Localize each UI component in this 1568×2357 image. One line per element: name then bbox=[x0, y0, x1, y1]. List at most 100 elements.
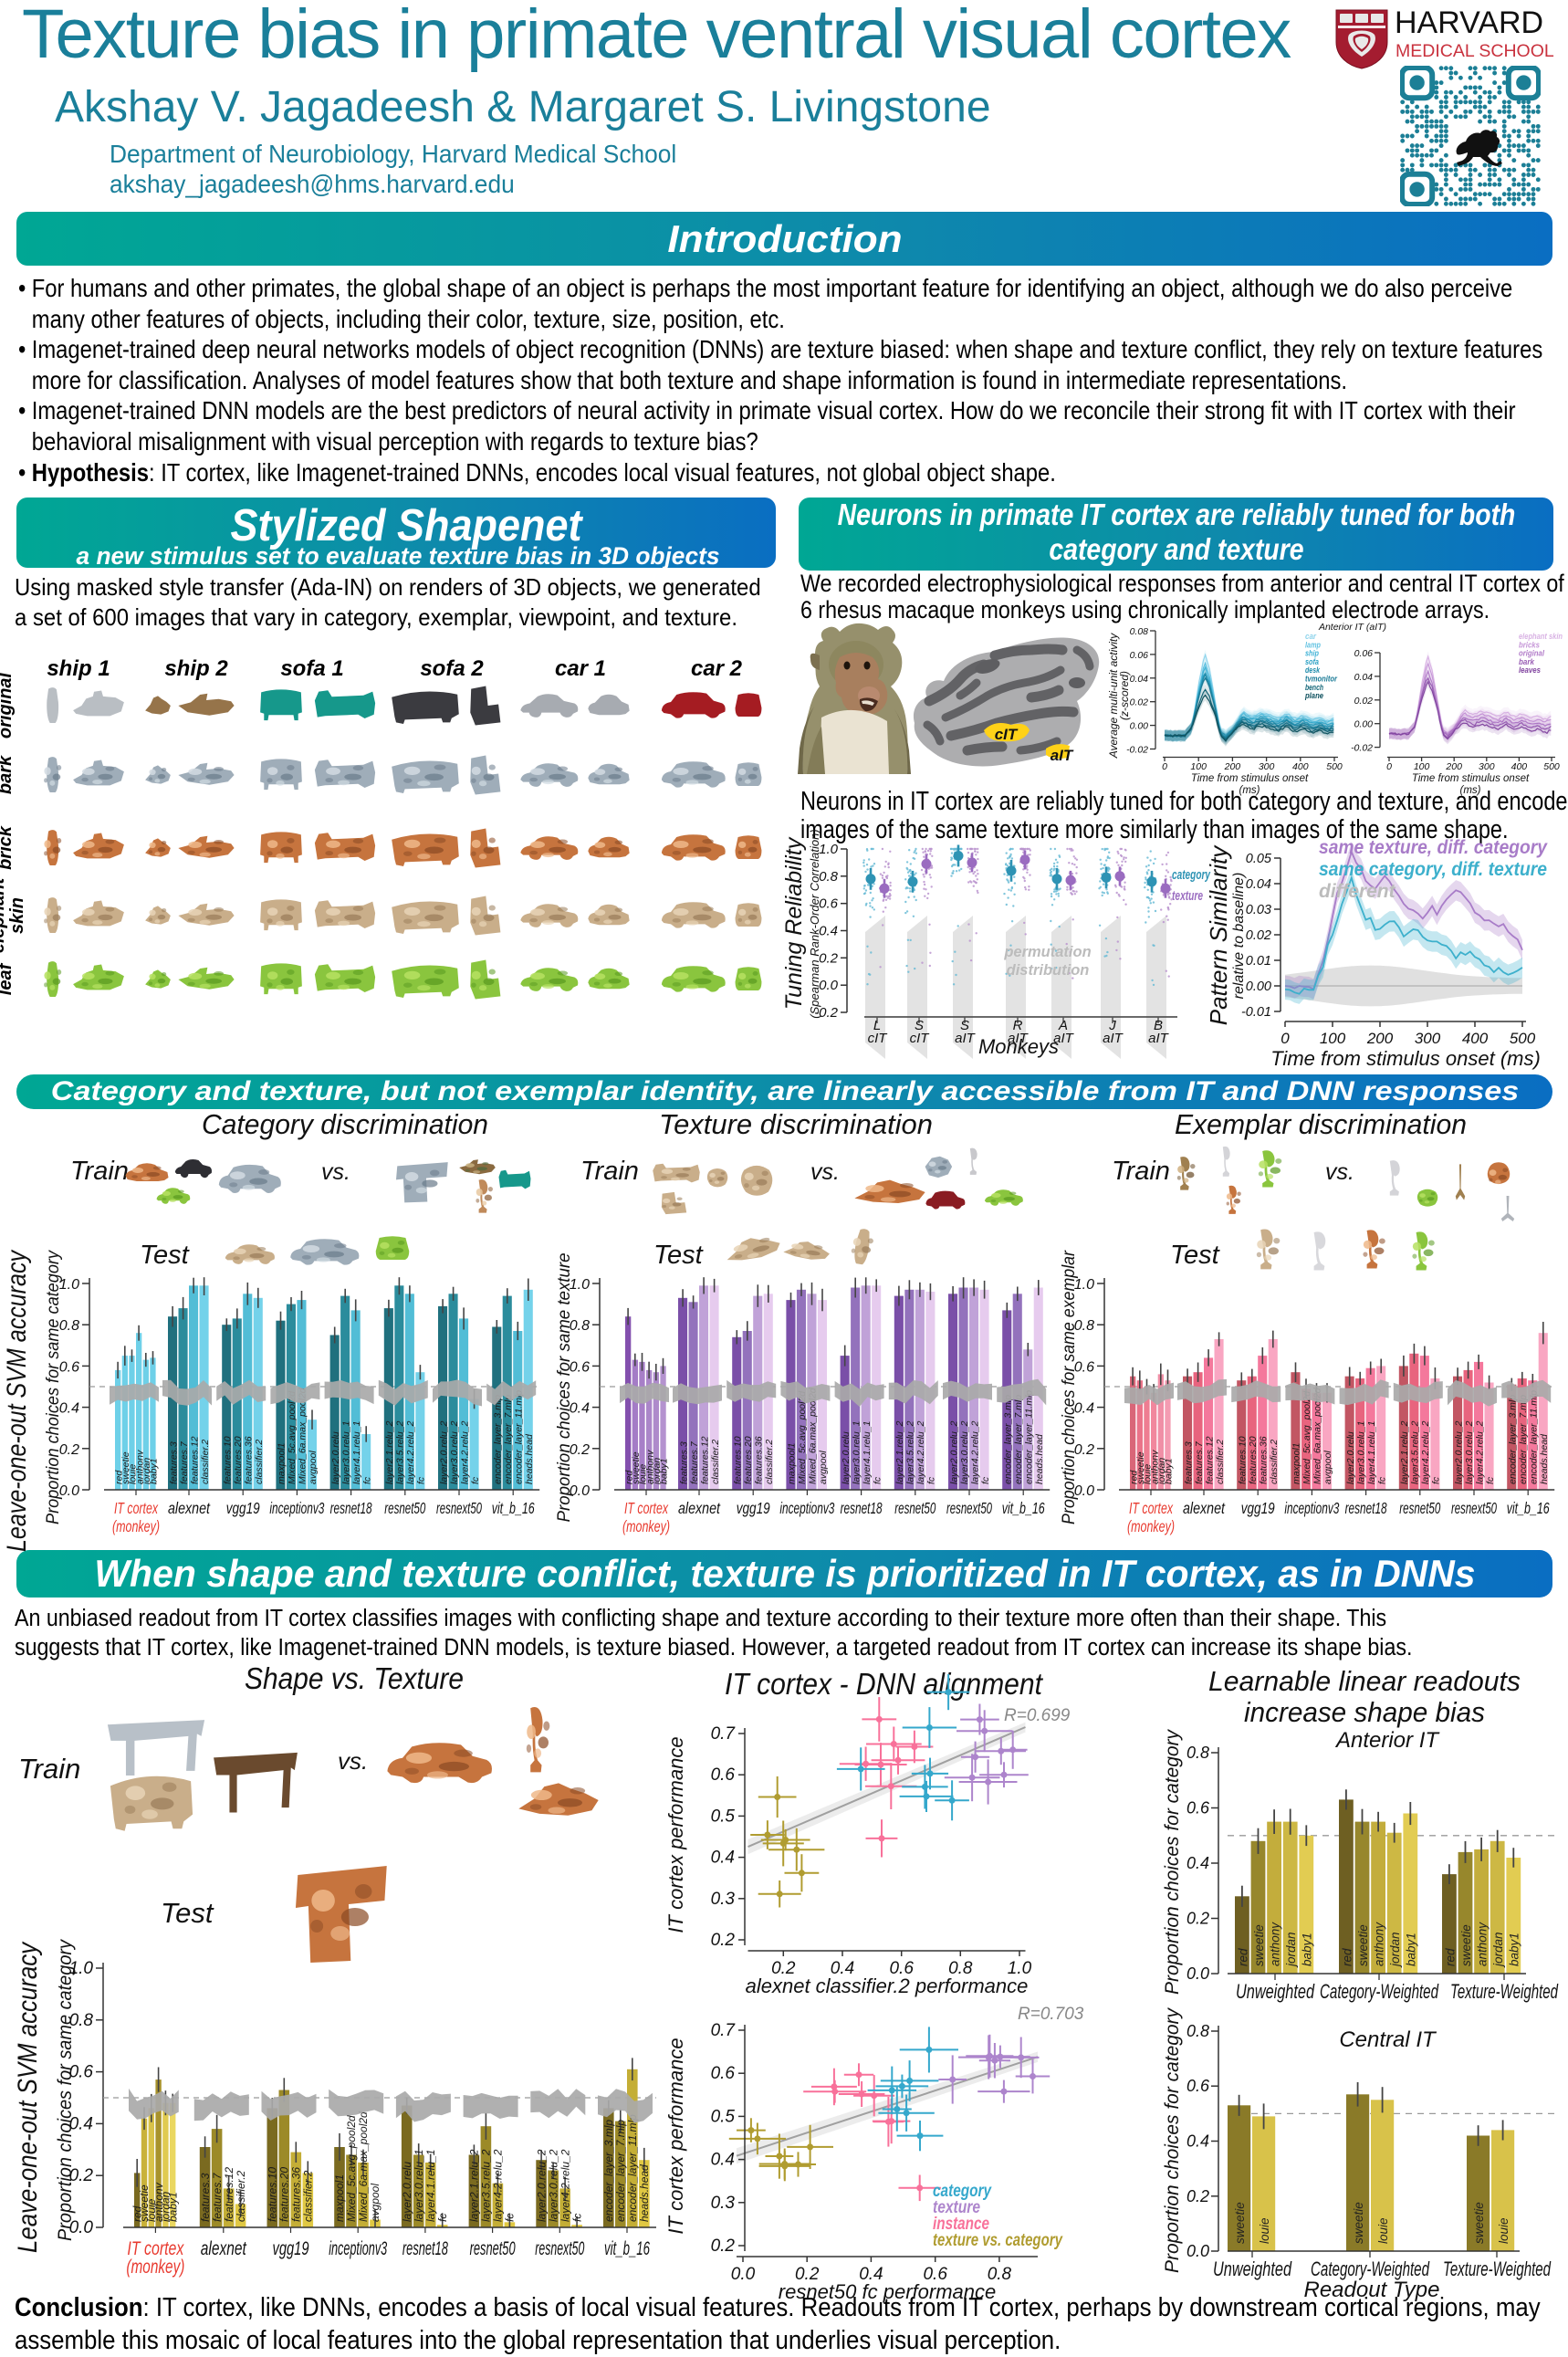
svg-text:features.36: features.36 bbox=[1259, 1436, 1270, 1484]
svg-text:features.20: features.20 bbox=[233, 1436, 244, 1484]
svg-text:same category, diff. texture: same category, diff. texture bbox=[1319, 859, 1547, 880]
svg-text:anthony: anthony bbox=[1269, 1922, 1282, 1966]
svg-text:jordan: jordan bbox=[652, 1458, 663, 1486]
svg-text:avgpool: avgpool bbox=[1322, 1451, 1333, 1484]
svg-text:layer4.2.relu_2: layer4.2.relu_2 bbox=[405, 1420, 416, 1484]
svg-text:resnet50: resnet50 bbox=[384, 1499, 425, 1517]
svg-text:500: 500 bbox=[1326, 761, 1343, 772]
svg-text:features.7: features.7 bbox=[1194, 1440, 1205, 1484]
svg-text:features.36: features.36 bbox=[290, 2167, 303, 2222]
svg-text:Category-Weighted: Category-Weighted bbox=[1311, 2257, 1430, 2280]
svg-text:layer3.0.relu_2: layer3.0.relu_2 bbox=[449, 1420, 460, 1484]
svg-text:0.4: 0.4 bbox=[570, 1401, 590, 1417]
svg-text:different: different bbox=[1319, 881, 1396, 902]
svg-text:Train: Train bbox=[18, 1753, 80, 1785]
svg-text:alexnet: alexnet bbox=[1183, 1499, 1226, 1517]
svg-text:layer4.2.relu_2: layer4.2.relu_2 bbox=[1474, 1420, 1485, 1484]
svg-text:Readout Type: Readout Type bbox=[1304, 2278, 1440, 2302]
svg-text:car 2: car 2 bbox=[691, 656, 743, 681]
svg-text:0.00: 0.00 bbox=[1246, 979, 1271, 994]
svg-text:resnet50: resnet50 bbox=[894, 1499, 936, 1517]
svg-text:layer4.2.relu_2: layer4.2.relu_2 bbox=[915, 1420, 926, 1484]
svg-text:Category-Weighted: Category-Weighted bbox=[1320, 1980, 1439, 2003]
svg-text:R: R bbox=[1013, 1018, 1023, 1033]
svg-text:0.5: 0.5 bbox=[711, 2107, 736, 2126]
svg-text:300: 300 bbox=[1415, 1030, 1441, 1047]
svg-text:layer3.5.relu_2: layer3.5.relu_2 bbox=[905, 1420, 916, 1484]
svg-text:avgpool: avgpool bbox=[308, 1451, 319, 1484]
svg-text:Pattern Similarity: Pattern Similarity bbox=[1205, 844, 1232, 1025]
svg-text:features.3: features.3 bbox=[678, 1441, 689, 1484]
svg-text:B: B bbox=[1154, 1018, 1163, 1033]
svg-text:baby1: baby1 bbox=[1164, 1458, 1175, 1484]
svg-text:S: S bbox=[960, 1018, 969, 1033]
svg-text:encoder_layer_3.mlp: encoder_layer_3.mlp bbox=[1003, 1395, 1014, 1484]
svg-text:features.12: features.12 bbox=[1204, 1436, 1215, 1484]
svg-text:relative to baseline): relative to baseline) bbox=[1231, 873, 1247, 1000]
svg-text:category: category bbox=[1172, 867, 1210, 883]
svg-text:baby1: baby1 bbox=[149, 1458, 160, 1484]
svg-text:louie: louie bbox=[638, 1464, 649, 1484]
svg-text:-0.02: -0.02 bbox=[1126, 745, 1148, 756]
svg-text:0.0: 0.0 bbox=[59, 1483, 79, 1499]
svg-text:classifier.2: classifier.2 bbox=[1269, 1440, 1280, 1484]
svg-text:features.20: features.20 bbox=[1248, 1436, 1259, 1484]
svg-text:encoder_layer_11.mlp: encoder_layer_11.mlp bbox=[626, 2114, 639, 2222]
svg-text:jordan: jordan bbox=[1491, 1932, 1505, 1968]
svg-text:0.06: 0.06 bbox=[1354, 648, 1374, 659]
svg-text:layer3.0.relu_1: layer3.0.relu_1 bbox=[413, 2150, 425, 2222]
svg-text:0.02: 0.02 bbox=[1130, 697, 1149, 708]
svg-text:maxpool1: maxpool1 bbox=[277, 1442, 287, 1484]
svg-text:Mixed_6a.max_pool2d: Mixed_6a.max_pool2d bbox=[808, 1387, 819, 1484]
svg-text:layer2.0.relu_2: layer2.0.relu_2 bbox=[535, 2149, 548, 2222]
svg-text:permutation: permutation bbox=[1003, 944, 1091, 960]
svg-text:0.0: 0.0 bbox=[1186, 1964, 1209, 1983]
svg-text:0: 0 bbox=[1281, 1030, 1290, 1047]
svg-text:vit_b_16: vit_b_16 bbox=[1002, 1499, 1045, 1517]
svg-text:inceptionv3: inceptionv3 bbox=[269, 1499, 324, 1517]
svg-text:plane: plane bbox=[1304, 691, 1323, 701]
svg-text:0.2: 0.2 bbox=[1186, 1910, 1209, 1928]
svg-text:-0.02: -0.02 bbox=[1351, 743, 1373, 754]
svg-text:0.8: 0.8 bbox=[69, 2011, 94, 2030]
svg-text:Mixed_5c.avg_pool2d: Mixed_5c.avg_pool2d bbox=[1301, 1390, 1312, 1484]
svg-text:vs.: vs. bbox=[810, 1159, 840, 1185]
svg-text:fc: fc bbox=[1376, 1476, 1387, 1484]
svg-text:Mixed_5c.avg_pool2d: Mixed_5c.avg_pool2d bbox=[797, 1390, 808, 1484]
svg-text:0.2: 0.2 bbox=[819, 950, 839, 966]
svg-text:features.12: features.12 bbox=[189, 1436, 200, 1484]
svg-text:0.6: 0.6 bbox=[1186, 2077, 1210, 2095]
svg-text:IT cortex performance: IT cortex performance bbox=[664, 1736, 687, 1933]
svg-text:layer2.1.relu_2: layer2.1.relu_2 bbox=[468, 2149, 481, 2222]
svg-text:heads.head: heads.head bbox=[1539, 1433, 1550, 1484]
svg-text:1.0: 1.0 bbox=[570, 1277, 590, 1293]
svg-text:layer2.1.relu_2: layer2.1.relu_2 bbox=[1399, 1420, 1410, 1484]
svg-text:heads.head: heads.head bbox=[638, 2164, 651, 2222]
svg-text:features.12: features.12 bbox=[699, 1436, 710, 1484]
svg-text:louie: louie bbox=[128, 1464, 139, 1484]
svg-text:1.0: 1.0 bbox=[1074, 1277, 1094, 1293]
svg-text:0.3: 0.3 bbox=[711, 2194, 736, 2213]
svg-text:resnet18: resnet18 bbox=[402, 2238, 448, 2259]
svg-text:A: A bbox=[1058, 1018, 1068, 1033]
svg-text:layer3.5.relu_2: layer3.5.relu_2 bbox=[395, 1420, 406, 1484]
svg-text:0.01: 0.01 bbox=[1246, 954, 1271, 969]
svg-text:(monkey): (monkey) bbox=[622, 1517, 670, 1535]
svg-text:features.7: features.7 bbox=[179, 1440, 190, 1484]
svg-text:1.0: 1.0 bbox=[69, 1959, 94, 1978]
svg-text:0.8: 0.8 bbox=[1186, 1744, 1209, 1762]
svg-text:distribution: distribution bbox=[1007, 962, 1090, 979]
svg-text:sweetie: sweetie bbox=[1135, 1451, 1146, 1484]
svg-text:0.00: 0.00 bbox=[1130, 721, 1149, 732]
svg-text:bench: bench bbox=[1305, 683, 1323, 693]
svg-text:Leave-one-out SVM accuracy: Leave-one-out SVM accuracy bbox=[13, 1941, 43, 2253]
svg-text:Tuning Reliability: Tuning Reliability bbox=[781, 836, 807, 1010]
svg-text:0.0: 0.0 bbox=[1186, 2242, 1209, 2260]
svg-text:aIT: aIT bbox=[1148, 1031, 1170, 1046]
svg-text:IT cortex: IT cortex bbox=[1129, 1499, 1174, 1517]
svg-text:400: 400 bbox=[1511, 761, 1528, 772]
svg-text:aIT: aIT bbox=[955, 1031, 977, 1046]
svg-text:Shape vs. Texture: Shape vs. Texture bbox=[245, 1661, 464, 1695]
svg-text:layer4.1.relu_1: layer4.1.relu_1 bbox=[424, 2150, 437, 2222]
svg-text:layer4.2.relu_2: layer4.2.relu_2 bbox=[969, 1420, 980, 1484]
